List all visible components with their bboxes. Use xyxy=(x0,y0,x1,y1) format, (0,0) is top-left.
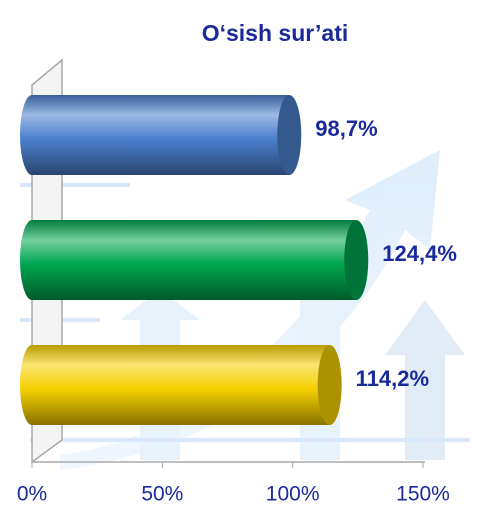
bar-end-cap xyxy=(317,345,342,425)
background-decoration xyxy=(20,150,470,470)
x-tick-label: 0% xyxy=(17,483,47,505)
bar-start-cap xyxy=(20,220,44,300)
bar-end-cap xyxy=(277,95,302,175)
x-tick-label: 150% xyxy=(396,483,450,505)
bar xyxy=(32,345,330,425)
x-tick-label: 50% xyxy=(141,483,183,505)
bar-end-cap xyxy=(344,220,369,300)
data-label: 124,4% xyxy=(382,241,457,266)
data-label: 98,7% xyxy=(315,116,377,141)
bar-start-cap xyxy=(20,345,44,425)
data-label: 114,2% xyxy=(356,366,429,391)
x-tick-label: 100% xyxy=(266,483,320,505)
bar xyxy=(32,95,290,175)
chart-title: O‘sish sur’ati xyxy=(202,20,349,46)
bar xyxy=(32,220,357,300)
bar-start-cap xyxy=(20,95,44,175)
